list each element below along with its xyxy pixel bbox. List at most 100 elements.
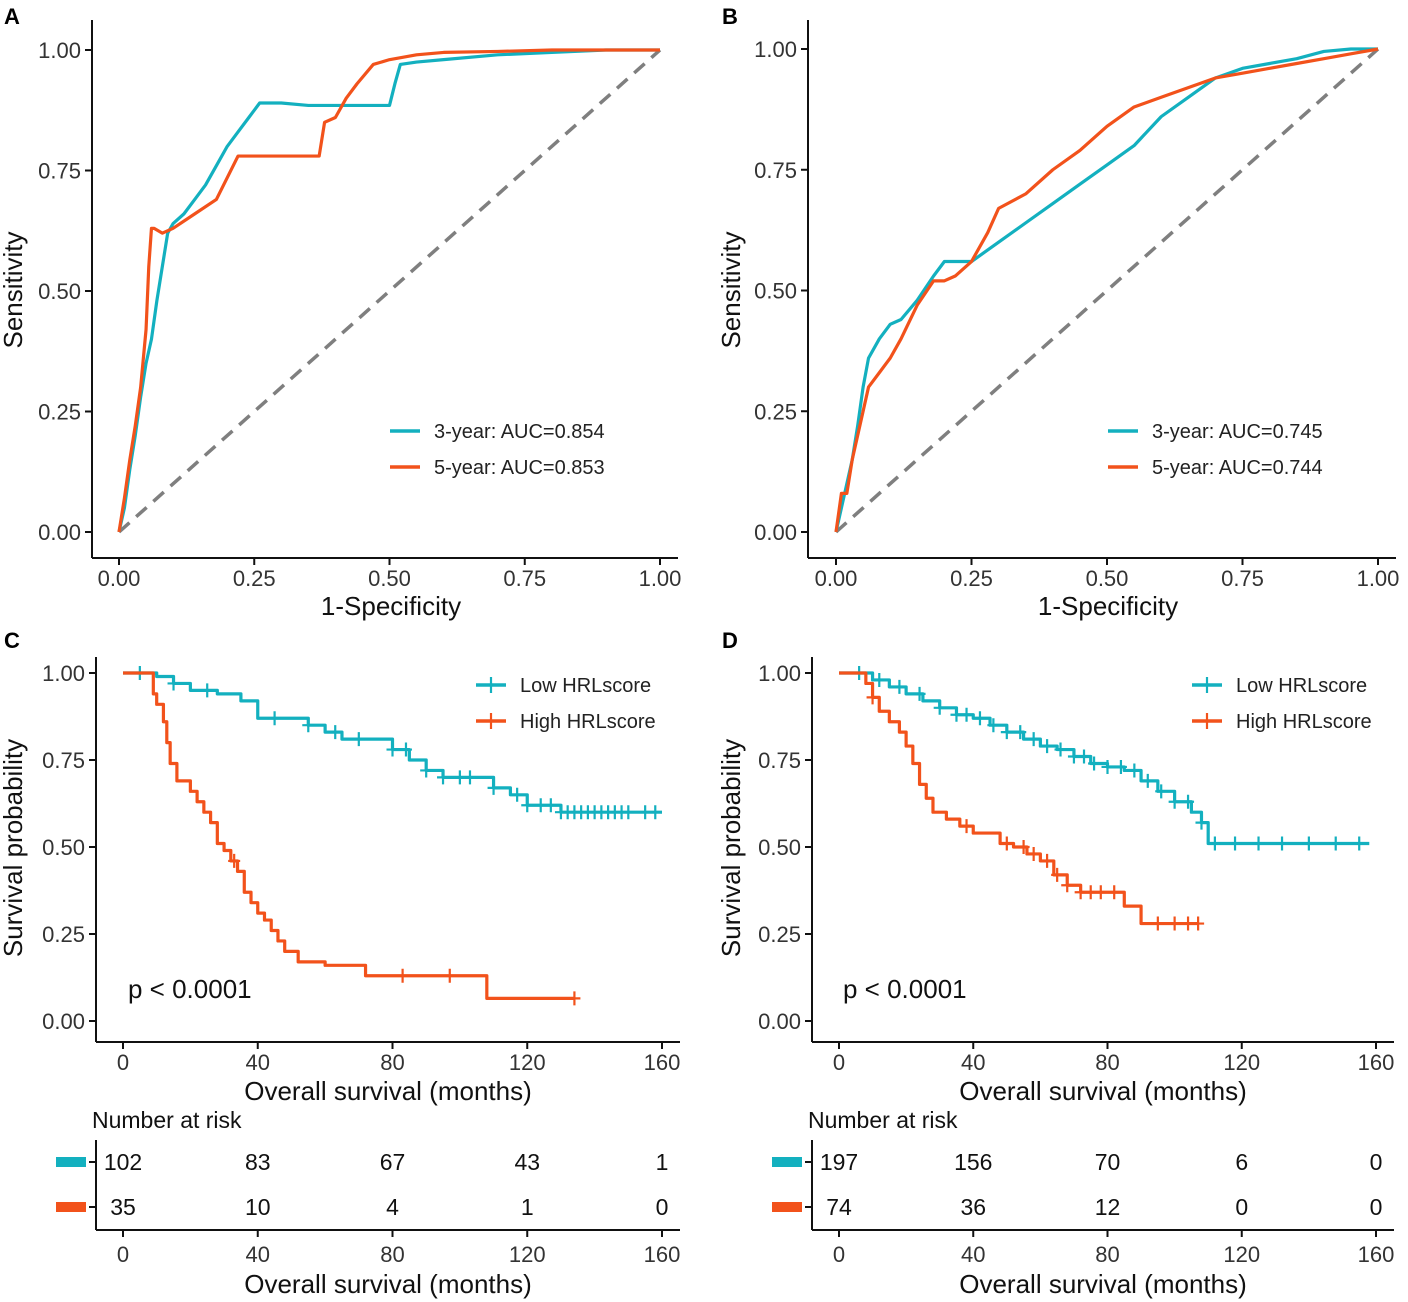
censor-mark-orange xyxy=(1074,885,1087,900)
y-tick-label: 0.50 xyxy=(754,279,797,304)
censor-mark-teal xyxy=(1054,742,1067,757)
censor-mark-teal xyxy=(1141,773,1154,788)
risk-row-key-teal xyxy=(772,1157,802,1167)
risk-count: 67 xyxy=(380,1149,406,1175)
panel-letter-a: A xyxy=(4,4,20,29)
censor-mark-orange xyxy=(1192,916,1205,931)
censor-mark-teal xyxy=(933,700,946,715)
x-tick-label: 40 xyxy=(246,1050,270,1075)
censor-mark-teal xyxy=(913,686,926,701)
x-tick-label: 1.00 xyxy=(1357,566,1400,591)
censor-mark-teal xyxy=(534,798,547,813)
censor-mark-teal xyxy=(1155,784,1168,799)
x-tick-label: 0 xyxy=(117,1050,129,1075)
y-tick-label: 1.00 xyxy=(758,661,801,686)
legend-label-teal: Low HRLscore xyxy=(1236,675,1367,697)
censor-mark-orange xyxy=(1168,916,1181,931)
censor-mark-teal xyxy=(1276,836,1289,851)
risk-count: 74 xyxy=(826,1194,852,1220)
censor-mark-teal xyxy=(1208,836,1221,851)
roc-panel-a: 0.00 0.25 0.50 0.75 1.00 0.00 0.25 0.50 0.75 1.00… xyxy=(0,20,681,621)
risk-row-key-teal xyxy=(56,1157,86,1167)
y-tick-label: 0.75 xyxy=(758,748,801,773)
censor-mark-teal xyxy=(973,711,986,726)
y-tick-label: 0.75 xyxy=(38,159,81,184)
x-axis-title: Overall survival (months) xyxy=(244,1076,532,1106)
risk-count: 1 xyxy=(656,1149,669,1175)
risk-count: 0 xyxy=(1370,1149,1383,1175)
series-line-teal xyxy=(834,47,1378,533)
y-tick-label: 0.00 xyxy=(42,1009,85,1034)
censor-mark-teal xyxy=(1067,749,1080,764)
x-tick-label: 0.00 xyxy=(815,566,858,591)
y-tick-label: 0.75 xyxy=(42,748,85,773)
censor-mark-teal xyxy=(1252,836,1265,851)
risk-x-tick-label: 120 xyxy=(1223,1242,1260,1267)
y-axis-title: Sensitivity xyxy=(716,231,746,348)
x-tick-label: 0.50 xyxy=(368,566,411,591)
censor-mark-orange xyxy=(1182,916,1195,931)
x-axis-title: 1-Specificity xyxy=(321,591,461,621)
risk-count: 70 xyxy=(1095,1149,1121,1175)
series-line-orange xyxy=(117,48,660,533)
y-tick-label: 0.50 xyxy=(42,835,85,860)
censor-mark-teal xyxy=(873,672,886,687)
x-tick-label: 120 xyxy=(509,1050,546,1075)
censor-mark-teal xyxy=(1229,836,1242,851)
censor-mark-orange xyxy=(568,991,581,1006)
censor-mark-teal xyxy=(960,707,973,722)
x-tick-label: 120 xyxy=(1223,1050,1260,1075)
censor-mark-teal xyxy=(352,732,365,747)
censor-mark-orange xyxy=(1027,846,1040,861)
x-axis-title: Overall survival (months) xyxy=(959,1076,1247,1106)
x-tick-label: 40 xyxy=(961,1050,985,1075)
censor-mark-teal xyxy=(399,742,412,757)
p-value: p < 0.0001 xyxy=(128,974,252,1004)
risk-x-tick-label: 160 xyxy=(644,1242,681,1267)
censor-mark-orange xyxy=(1041,853,1054,868)
censor-mark-teal xyxy=(302,718,315,733)
y-tick-label: 0.00 xyxy=(754,520,797,545)
censor-mark-orange xyxy=(228,853,241,868)
censor-mark-teal xyxy=(987,718,1000,733)
risk-count: 83 xyxy=(245,1149,271,1175)
panel-letter-d: D xyxy=(722,628,738,653)
series-line-orange xyxy=(834,47,1379,533)
risk-x-tick-label: 40 xyxy=(246,1242,270,1267)
censor-mark-teal xyxy=(1101,759,1114,774)
x-tick-label: 0.75 xyxy=(503,566,546,591)
legend-label-orange: High HRLscore xyxy=(520,711,656,733)
risk-x-tick-label: 0 xyxy=(117,1242,129,1267)
censor-mark-teal xyxy=(1168,794,1181,809)
legend-label-orange: 5-year: AUC=0.853 xyxy=(434,457,605,479)
censor-mark-teal xyxy=(487,780,500,795)
risk-count: 0 xyxy=(656,1194,669,1220)
censor-mark-teal xyxy=(420,763,433,778)
censor-mark-teal xyxy=(893,679,906,694)
risk-count: 12 xyxy=(1095,1194,1121,1220)
risk-count: 43 xyxy=(514,1149,540,1175)
censor-mark-teal xyxy=(639,805,652,820)
risk-x-axis-title: Overall survival (months) xyxy=(959,1269,1247,1299)
risk-x-tick-label: 80 xyxy=(1095,1242,1119,1267)
y-tick-label: 0.25 xyxy=(754,399,797,424)
x-tick-label: 80 xyxy=(380,1050,404,1075)
censor-mark-orange xyxy=(1094,885,1107,900)
censor-mark-teal xyxy=(1128,763,1141,778)
censor-mark-teal xyxy=(1353,836,1366,851)
legend-label-teal: Low HRLscore xyxy=(520,675,651,697)
y-tick-label: 1.00 xyxy=(42,661,85,686)
series-line-teal xyxy=(123,671,662,814)
censor-mark-teal xyxy=(329,725,342,740)
censor-mark-orange xyxy=(1151,916,1164,931)
x-axis-title: 1-Specificity xyxy=(1038,591,1178,621)
risk-count: 102 xyxy=(104,1149,142,1175)
censor-mark-teal xyxy=(1014,725,1027,740)
censor-mark-teal xyxy=(1195,815,1208,830)
censor-mark-orange xyxy=(1108,885,1121,900)
y-tick-label: 0.50 xyxy=(38,279,81,304)
censor-mark-orange xyxy=(1017,840,1030,854)
censor-mark-orange xyxy=(1084,885,1097,900)
